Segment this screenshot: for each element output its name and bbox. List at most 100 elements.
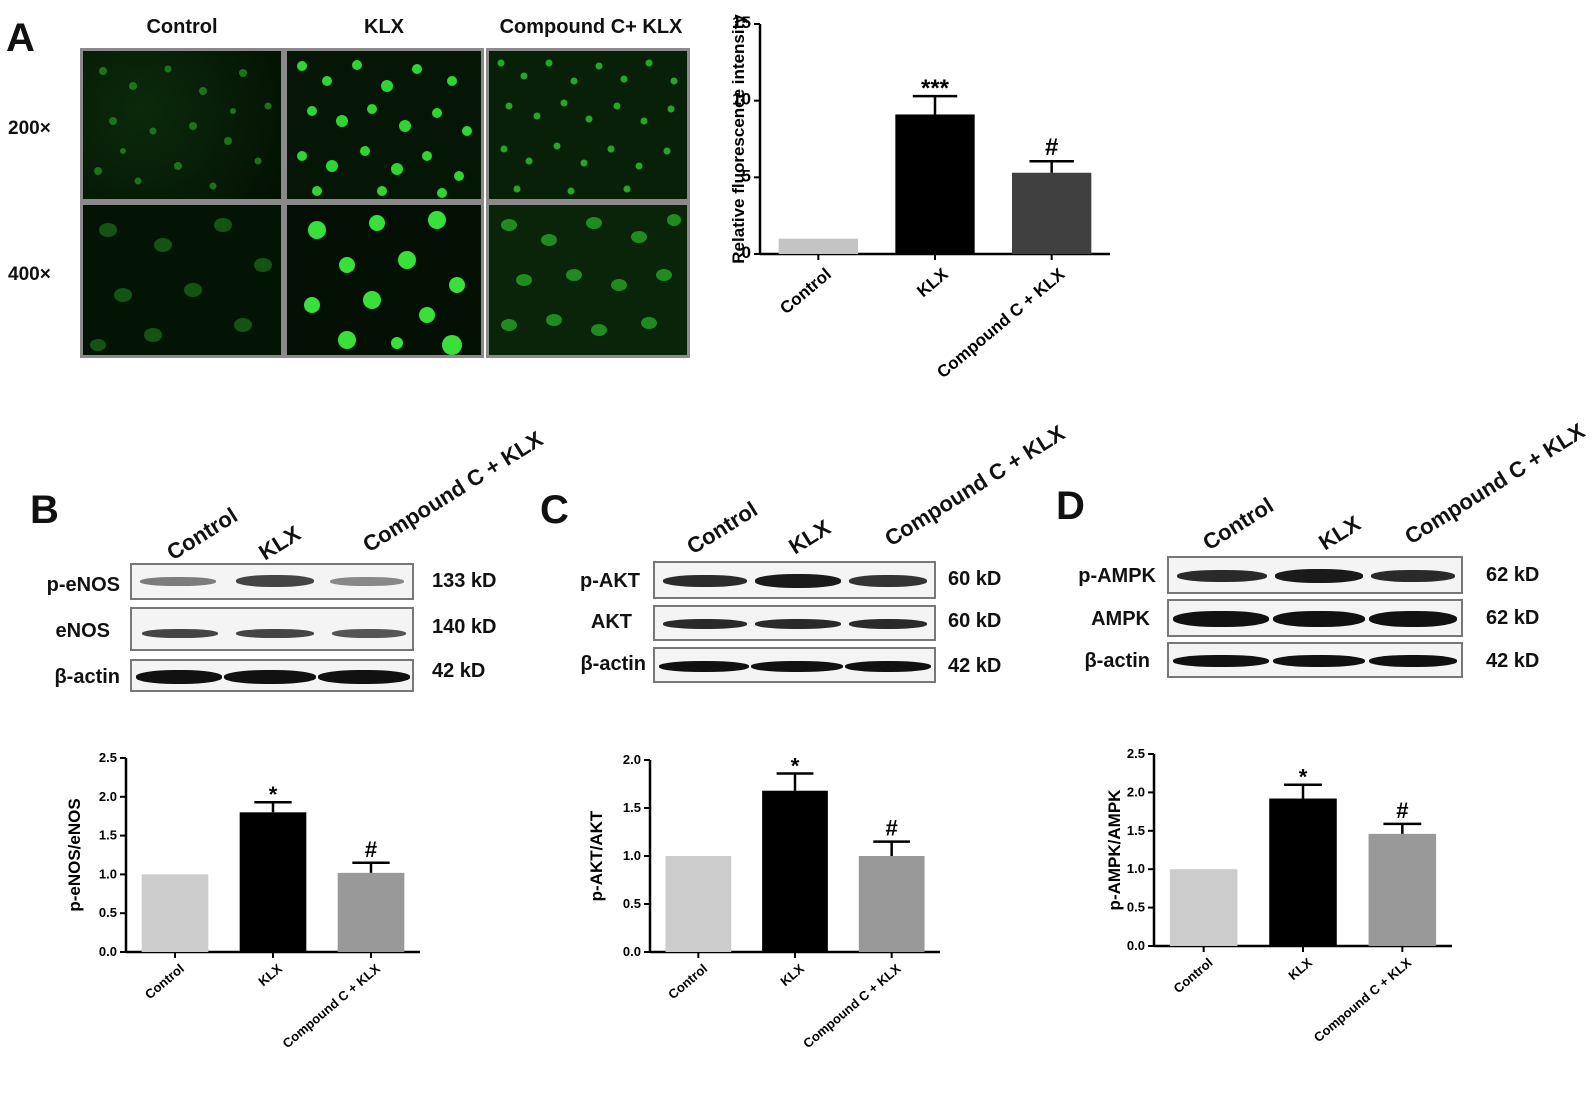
y-tick-label: 0.5 bbox=[623, 896, 641, 911]
band bbox=[755, 619, 841, 629]
panel-d-lane-control: Control bbox=[1198, 492, 1278, 556]
band bbox=[136, 670, 222, 684]
micrograph-compound-400x bbox=[486, 202, 690, 358]
x-tick-label: Compound C + KLX bbox=[1311, 955, 1415, 1045]
band bbox=[663, 575, 747, 587]
significance-marker: * bbox=[269, 782, 278, 807]
y-tick-label: 0.0 bbox=[623, 944, 641, 959]
panel-b-row-label: eNOS bbox=[55, 620, 110, 642]
x-tick-label: KLX bbox=[913, 264, 952, 301]
panel-b-letter: B bbox=[30, 488, 59, 532]
bar bbox=[895, 114, 975, 254]
panel-d-lane-compound: Compound C + KLX bbox=[1400, 418, 1590, 550]
x-tick-label: KLX bbox=[1285, 955, 1315, 983]
significance-marker: * bbox=[791, 753, 800, 778]
band bbox=[236, 575, 314, 587]
band bbox=[1273, 655, 1365, 667]
micrograph-cells bbox=[501, 214, 681, 336]
chart-p-enos-ratio: 0.0 0.5 1.0 1.5 2.0 2.5 p-eNOS/eNOS Control * KLX… bbox=[65, 750, 420, 1051]
blot-ampk bbox=[1167, 599, 1463, 637]
x-tick-label: Compound C + KLX bbox=[800, 961, 904, 1051]
panel-c-lane-klx: KLX bbox=[784, 514, 835, 560]
panel-d-kd: 62 kD bbox=[1486, 607, 1540, 629]
bar bbox=[1269, 798, 1337, 946]
panel-a-col-klx: KLX bbox=[364, 16, 404, 38]
band bbox=[142, 629, 218, 638]
band bbox=[1275, 569, 1363, 583]
blot-p-enos bbox=[130, 563, 414, 600]
panel-a-col-control: Control bbox=[146, 16, 218, 38]
x-tick-label: Control bbox=[665, 961, 710, 1002]
y-axis-label: Relative fluorescence intensity bbox=[729, 14, 748, 264]
bar bbox=[858, 856, 925, 952]
micrograph-control-400x bbox=[80, 202, 284, 358]
panel-a-letter: A bbox=[6, 16, 35, 60]
micrograph-cells bbox=[90, 218, 272, 351]
blot-b-actin bbox=[653, 647, 936, 683]
significance-marker: # bbox=[1396, 798, 1408, 823]
bar bbox=[141, 874, 209, 952]
significance-marker: # bbox=[1045, 134, 1058, 161]
panel-b-row-label: β-actin bbox=[54, 666, 120, 688]
band bbox=[1173, 611, 1269, 627]
bar bbox=[762, 790, 828, 952]
band bbox=[755, 574, 841, 588]
x-tick-label: Control bbox=[1171, 955, 1216, 996]
y-tick-label: 2.0 bbox=[1127, 784, 1145, 799]
bar bbox=[337, 872, 405, 952]
y-tick-label: 1.5 bbox=[623, 800, 641, 815]
band bbox=[1369, 611, 1457, 627]
micrograph-klx-400x bbox=[284, 202, 484, 358]
blot-akt bbox=[653, 605, 936, 641]
y-tick-label: 1.5 bbox=[99, 828, 117, 843]
micrograph-cells bbox=[304, 211, 465, 355]
bar bbox=[1012, 172, 1092, 254]
y-tick-label: 0 bbox=[742, 243, 751, 262]
panel-b-lane-compound: Compound C + KLX bbox=[358, 426, 548, 558]
panel-d-lane-klx: KLX bbox=[1314, 510, 1365, 556]
band bbox=[849, 619, 927, 629]
y-tick-label: 2.0 bbox=[623, 752, 641, 767]
panel-c-row-label: AKT bbox=[590, 611, 632, 633]
panel-a-row-400x: 400× bbox=[8, 264, 51, 285]
bar bbox=[665, 856, 732, 952]
chart-p-akt-ratio: 0.0 0.5 1.0 1.5 2.0 p-AKT/AKT Control * KLX # Comp… bbox=[587, 752, 940, 1051]
x-tick-label: Compound C + KLX bbox=[933, 264, 1068, 382]
panel-b-kd: 140 kD bbox=[432, 616, 497, 638]
band bbox=[1369, 655, 1457, 667]
panel-d-row-label: β-actin bbox=[1084, 650, 1150, 672]
y-tick-label: 1.0 bbox=[99, 866, 117, 881]
y-tick-label: 1.5 bbox=[1127, 823, 1145, 838]
panel-d-kd: 42 kD bbox=[1486, 650, 1540, 672]
significance-marker: # bbox=[886, 816, 898, 841]
y-tick-label: 1.0 bbox=[623, 848, 641, 863]
panel-b-row-label: p-eNOS bbox=[46, 574, 120, 596]
y-tick-label: 5 bbox=[742, 166, 751, 185]
panel-c-lane-control: Control bbox=[682, 496, 762, 560]
panel-c-kd: 60 kD bbox=[948, 568, 1002, 590]
x-tick-label: Compound C + KLX bbox=[280, 961, 384, 1051]
significance-marker: *** bbox=[921, 75, 950, 102]
x-tick-label: KLX bbox=[255, 961, 285, 989]
panel-c-row-label: p-AKT bbox=[580, 570, 640, 592]
band bbox=[318, 670, 410, 684]
y-tick-label: 1.0 bbox=[1127, 861, 1145, 876]
band bbox=[330, 577, 404, 586]
significance-marker: # bbox=[365, 837, 377, 862]
band bbox=[1371, 570, 1455, 582]
panel-c-kd: 42 kD bbox=[948, 655, 1002, 677]
blot-enos bbox=[130, 607, 414, 651]
band bbox=[1177, 570, 1267, 582]
band bbox=[751, 661, 843, 672]
band bbox=[1273, 611, 1365, 627]
blot-p-akt bbox=[653, 561, 936, 599]
panel-b-lane-klx: KLX bbox=[254, 520, 305, 566]
panel-c-lane-compound: Compound C + KLX bbox=[880, 420, 1070, 552]
bar bbox=[239, 812, 307, 952]
band bbox=[236, 629, 314, 638]
blot-p-ampk bbox=[1167, 556, 1463, 594]
panel-b-lane-control: Control bbox=[162, 502, 242, 566]
x-tick-label: KLX bbox=[777, 961, 807, 989]
blot-b-actin bbox=[130, 659, 414, 692]
